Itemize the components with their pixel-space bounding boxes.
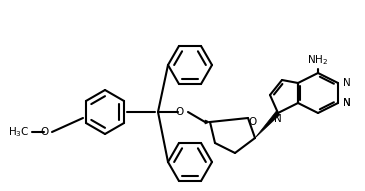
Text: N: N	[274, 114, 282, 124]
Text: N: N	[343, 98, 351, 108]
Text: N: N	[343, 98, 351, 108]
Text: O: O	[249, 117, 257, 127]
Text: O: O	[40, 127, 48, 137]
Text: N: N	[343, 78, 351, 88]
Polygon shape	[255, 111, 280, 138]
Polygon shape	[205, 120, 210, 124]
Text: O: O	[176, 107, 184, 117]
Text: NH$_2$: NH$_2$	[307, 53, 328, 67]
Text: H$_3$C: H$_3$C	[8, 125, 30, 139]
